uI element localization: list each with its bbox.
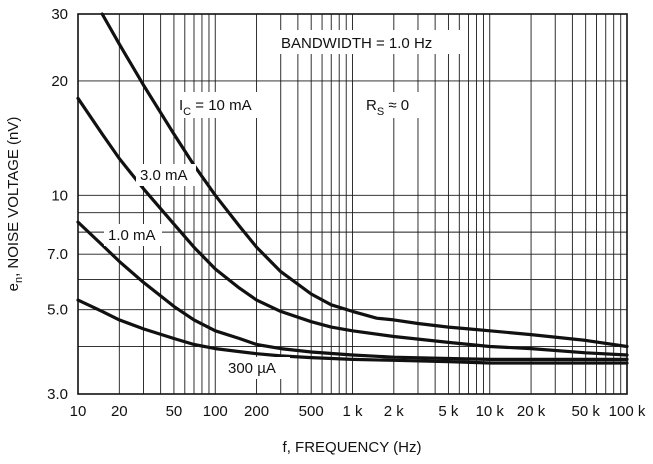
x-tick-label: 10 bbox=[70, 403, 87, 420]
x-tick-label: 20 k bbox=[517, 403, 546, 420]
y-title-post: , NOISE VOLTAGE (nV) bbox=[5, 117, 22, 277]
series-300ua-label: 300 µA bbox=[228, 360, 276, 377]
x-tick-label: 200 bbox=[244, 403, 269, 420]
series-group bbox=[76, 12, 629, 365]
y-title-pre: e bbox=[5, 283, 22, 291]
y-tick-label: 7.0 bbox=[47, 246, 68, 263]
series-3ma-label: 3.0 mA bbox=[140, 167, 188, 184]
series-1ma-label: 1.0 mA bbox=[108, 227, 156, 244]
rs-sub: S bbox=[377, 106, 384, 118]
x-tick-label: 2 k bbox=[384, 403, 405, 420]
series-line-4 bbox=[76, 298, 629, 365]
plot-frame bbox=[77, 13, 628, 395]
y-tick-label: 30 bbox=[51, 6, 68, 23]
x-tick-label: 10 k bbox=[476, 403, 505, 420]
series-300ua-label-bg bbox=[224, 357, 290, 379]
grid bbox=[78, 14, 627, 394]
ic-post: = 10 mA bbox=[191, 97, 251, 114]
series-line-2 bbox=[76, 96, 629, 357]
ic-label-bg bbox=[176, 92, 278, 118]
tick-labels: 10 20 50 100 200 500 1 k 2 k 5 k 10 k 20 k 50 k 100 … bbox=[47, 6, 646, 420]
ic-10ma-label: IC = 10 mA bbox=[179, 97, 252, 118]
y-title-sub: n bbox=[13, 277, 25, 283]
x-tick-label: 50 k bbox=[572, 403, 601, 420]
series-1ma-label-bg bbox=[104, 224, 162, 246]
x-tick-label: 5 k bbox=[438, 403, 459, 420]
rs-post: ≈ 0 bbox=[384, 97, 409, 114]
x-tick-label: 1 k bbox=[342, 403, 363, 420]
x-tick-label: 500 bbox=[299, 403, 324, 420]
x-tick-label: 50 bbox=[166, 403, 183, 420]
x-tick-label: 100 bbox=[203, 403, 228, 420]
rs-annotation: RS ≈ 0 bbox=[366, 97, 409, 118]
x-tick-label: 20 bbox=[111, 403, 128, 420]
y-axis-title: en, NOISE VOLTAGE (nV) bbox=[5, 117, 25, 292]
y-tick-label: 3.0 bbox=[47, 386, 68, 403]
series-line-3 bbox=[76, 220, 629, 361]
rs-label-bg bbox=[362, 92, 434, 118]
y-tick-label: 5.0 bbox=[47, 302, 68, 319]
series-3ma-label-bg bbox=[136, 164, 196, 186]
bandwidth-annotation: BANDWIDTH = 1.0 Hz bbox=[281, 35, 432, 52]
rs-pre: R bbox=[366, 97, 377, 114]
bandwidth-label-bg bbox=[276, 30, 466, 54]
x-tick-label: 100 k bbox=[609, 403, 646, 420]
y-tick-label: 20 bbox=[51, 73, 68, 90]
ic-pre: I bbox=[179, 97, 183, 114]
y-tick-label: 10 bbox=[51, 187, 68, 204]
series-line-1 bbox=[100, 12, 629, 349]
ic-sub: C bbox=[183, 106, 191, 118]
x-axis-title: f, FREQUENCY (Hz) bbox=[283, 439, 422, 456]
